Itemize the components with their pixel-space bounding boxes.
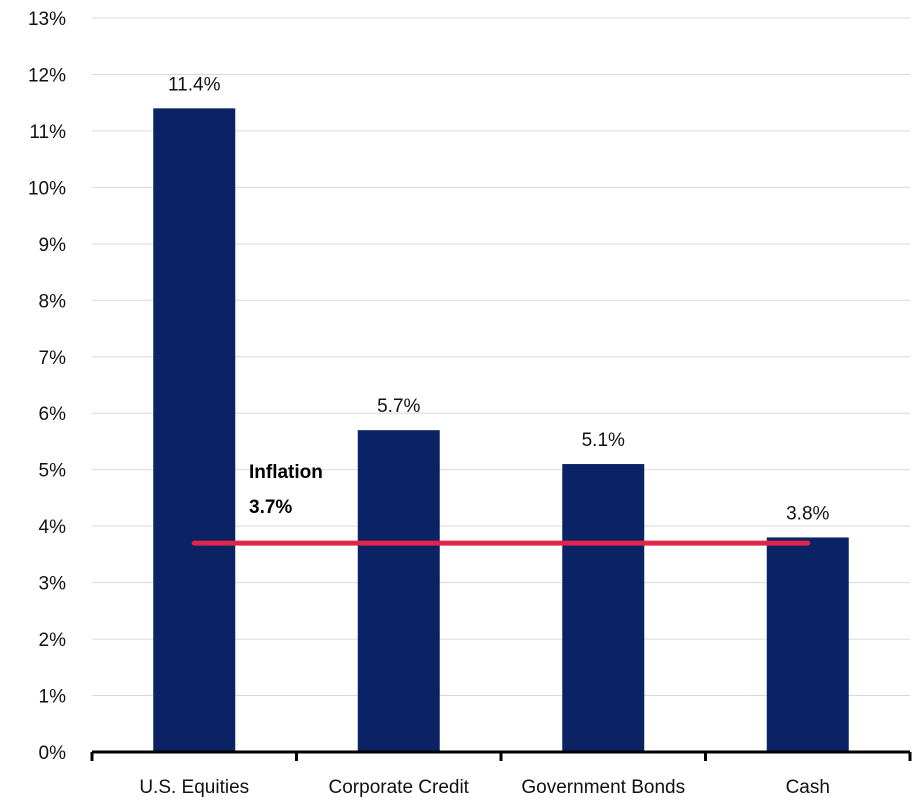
bars: [153, 108, 849, 753]
bar: [153, 108, 236, 753]
y-tick-label: 7%: [39, 348, 67, 369]
x-axis: [90, 750, 912, 761]
y-axis-tick-labels: 0% 1% 2% 3% 4% 5% 6% 7% 8% 9% 10% 11% 12% 13%: [28, 9, 66, 764]
bar-data-label: 11.4%: [168, 74, 221, 95]
y-tick-label: 0%: [39, 743, 67, 764]
y-tick-label: 9%: [39, 235, 67, 256]
bar: [562, 464, 645, 752]
x-category-label: U.S. Equities: [139, 777, 249, 798]
x-category-label: Corporate Credit: [329, 777, 470, 798]
y-tick-label: 1%: [39, 687, 67, 708]
inflation-value-label: 3.7%: [249, 497, 292, 518]
y-tick-label: 4%: [39, 517, 67, 538]
bar-data-label: 5.1%: [582, 430, 625, 451]
bar: [766, 537, 849, 752]
y-tick-label: 8%: [39, 291, 67, 312]
bar-data-label: 5.7%: [377, 396, 420, 417]
bar-data-label: 3.8%: [786, 503, 829, 524]
inflation-label: Inflation: [249, 462, 323, 483]
bar-data-labels: 11.4% 5.7% 5.1% 3.8%: [168, 74, 829, 524]
y-tick-label: 3%: [39, 574, 67, 595]
x-category-label: Cash: [786, 777, 830, 798]
inflation-line-group: Inflation 3.7%: [191, 462, 811, 546]
x-category-label: Government Bonds: [521, 777, 685, 798]
y-tick-label: 10%: [28, 178, 66, 199]
bar: [357, 430, 440, 752]
y-tick-label: 13%: [28, 9, 66, 30]
x-axis-category-labels: U.S. Equities Corporate Credit Government …: [139, 777, 830, 798]
y-tick-label: 5%: [39, 461, 67, 482]
y-tick-label: 6%: [39, 404, 67, 425]
y-tick-label: 12%: [28, 65, 66, 86]
y-tick-label: 2%: [39, 630, 67, 651]
y-tick-label: 11%: [29, 122, 66, 143]
